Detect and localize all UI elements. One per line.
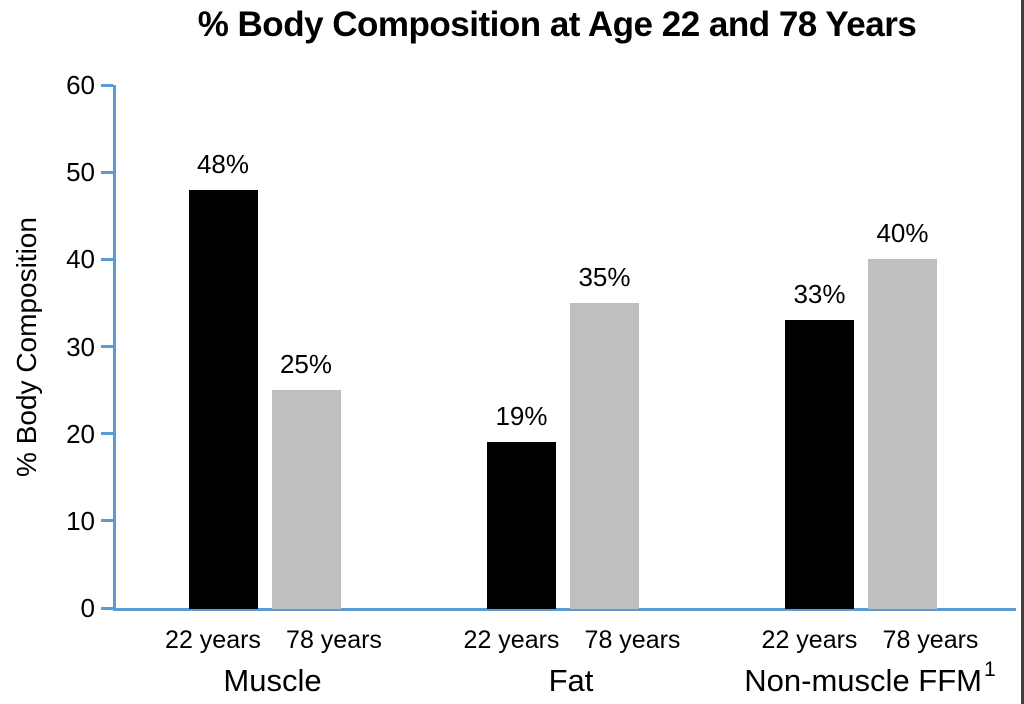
series-label: 22 years xyxy=(463,626,560,654)
bar xyxy=(188,189,258,609)
y-tick xyxy=(101,257,113,261)
chart-title: % Body Composition at Age 22 and 78 Year… xyxy=(197,5,917,44)
series-label: 78 years xyxy=(584,626,681,654)
bar-value-label: 19% xyxy=(495,401,548,432)
series-label: 22 years xyxy=(165,626,261,654)
category-label-text: Fat xyxy=(548,663,594,698)
window-border xyxy=(1021,0,1024,704)
y-tick-label: 60 xyxy=(66,70,95,100)
bar-value-label: 35% xyxy=(578,261,631,292)
y-tick-label: 50 xyxy=(66,157,95,188)
bar xyxy=(868,259,937,609)
y-tick xyxy=(101,83,113,87)
footnote-superscript: 1 xyxy=(984,657,996,681)
series-label: 22 years xyxy=(761,626,858,654)
y-tick-label: 10 xyxy=(66,505,95,536)
x-axis-line xyxy=(113,608,1016,611)
y-tick xyxy=(101,432,113,436)
series-label: 78 years xyxy=(882,626,979,654)
bar-value-label: 25% xyxy=(279,349,333,380)
category-label: Non-muscle FFM1 xyxy=(659,657,1024,704)
y-tick-label: 40 xyxy=(66,244,95,275)
bar-value-label: 40% xyxy=(876,218,929,249)
y-tick xyxy=(101,345,113,348)
bar-value-label: 33% xyxy=(793,279,846,310)
bar xyxy=(785,320,854,609)
y-tick xyxy=(101,519,113,523)
y-tick xyxy=(101,606,113,610)
y-tick xyxy=(101,170,113,174)
category-label: Muscle xyxy=(63,661,483,704)
y-tick-label: 30 xyxy=(66,331,95,362)
bar xyxy=(487,442,556,609)
y-tick-label: 20 xyxy=(66,418,95,449)
bar xyxy=(570,302,639,609)
series-label: 78 years xyxy=(286,626,382,654)
y-axis-line xyxy=(113,85,116,611)
y-tick-label: 0 xyxy=(80,593,95,623)
bar-value-label: 48% xyxy=(196,148,250,179)
bar xyxy=(271,390,341,609)
category-label-text: Muscle xyxy=(223,663,322,698)
category-label-text: Non-muscle FFM xyxy=(744,663,982,698)
category-label: Fat xyxy=(361,661,781,704)
